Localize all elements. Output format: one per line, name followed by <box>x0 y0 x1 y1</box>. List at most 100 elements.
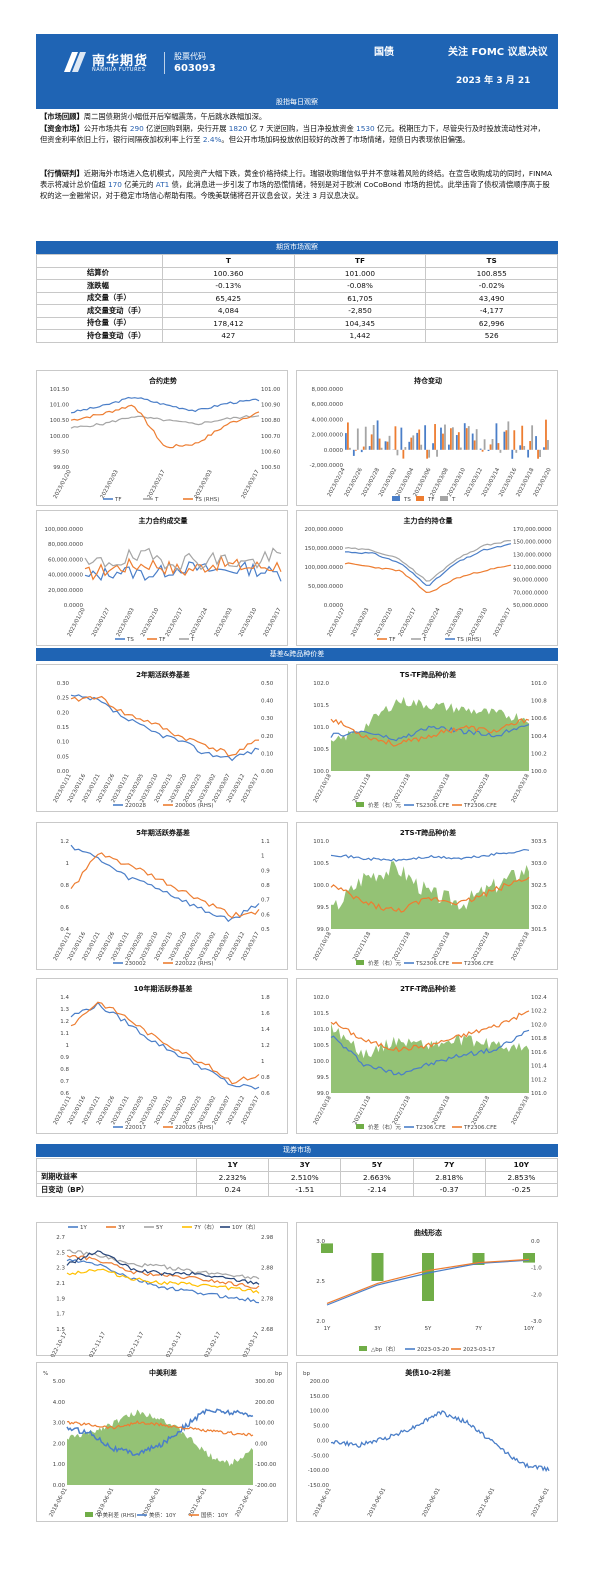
x-tick: 2023/01/18 <box>431 773 451 804</box>
legend-entry: 中美利差 (RHS) <box>97 1511 137 1519</box>
x-tick: 2022-11-17 <box>87 1331 108 1357</box>
y-tick-left: 0.9 <box>60 1055 69 1061</box>
funding-text: 公开市场共有 <box>83 124 128 133</box>
table-cell: -0.08% <box>293 279 427 293</box>
x-tick: 2023/02/10 <box>374 607 394 638</box>
table-cell: 62,996 <box>425 316 558 330</box>
y-tick-left: -100.00 <box>308 1468 330 1474</box>
y-tick-right: 1 <box>261 1059 265 1065</box>
y-tick-right: 102.0 <box>531 1022 547 1028</box>
bar <box>384 441 387 450</box>
bar <box>527 449 530 458</box>
y-tick-left: 0.0000 <box>324 603 344 609</box>
y-tick-right: 0.40 <box>261 699 274 705</box>
funding-text: 亿逆回购到期，央行开展 <box>146 124 227 133</box>
x-tick: 2022-12-17 <box>125 1331 146 1357</box>
y-tick-right: -3.0 <box>531 1319 542 1325</box>
y-tick-right: 1.8 <box>261 995 270 1001</box>
legend-entry: 2023-03-17 <box>463 1347 495 1353</box>
chart-2y-basis: 2年期活跃券基差 0.30 0.25 0.20 0.15 0.10 0.05 0.00 0.50… <box>53 670 274 809</box>
table-cell: 4,084 <box>162 304 295 318</box>
x-tick: 2023/02/10 <box>140 607 160 638</box>
section-title-basis: 基差&跨品种价差 <box>36 648 558 661</box>
chart-title: 合约走势 <box>148 376 177 385</box>
x-tick: 2023/03/10 <box>238 607 258 638</box>
y-tick-left: 2.3 <box>56 1266 65 1272</box>
y-tick-right: 110,000.0000 <box>513 565 552 571</box>
bar <box>495 423 498 450</box>
y-tick-left: 0.00 <box>53 1483 66 1489</box>
chart-panel-c7: 5年期活跃券基差 1.2 1 0.8 0.6 0.4 1.1 1 0.9 0.8 0.7 0.6 0.5… <box>36 822 288 970</box>
chart-10y-basis: 10年期活跃券基差 1.4 1.3 1.2 1.1 1 0.9 0.8 0.7 0.6 1.8 1.6… <box>53 984 271 1131</box>
chart-5y-basis: 5年期活跃券基差 1.2 1 0.8 0.6 0.4 1.1 1 0.9 0.8 0.7 0.6 0.5… <box>53 828 271 967</box>
table-cell: -0.37 <box>412 1183 486 1197</box>
y-tick-left: 100,000.0000 <box>45 527 84 533</box>
bar <box>471 433 474 450</box>
legend-swatch <box>440 496 448 501</box>
bar <box>400 427 403 450</box>
chart-panel-c9: 10年期活跃券基差 1.4 1.3 1.2 1.1 1 0.9 0.8 0.7 0.6 1.8 1.6… <box>36 978 288 1134</box>
legend-entry: TF <box>114 497 122 503</box>
x-tick: 2023/01/27 <box>91 607 111 638</box>
y-tick-left: 100.0 <box>313 1059 329 1065</box>
bar <box>386 441 389 450</box>
legend-entry: 美债：10Y <box>149 1511 176 1519</box>
y-tick-right: 1.2 <box>261 1043 270 1049</box>
series-line-0 <box>330 724 530 742</box>
legend-entry: TS2306.CFE <box>415 803 450 809</box>
row-label: 持仓量（手） <box>36 316 163 330</box>
legend-entry: T <box>451 497 456 503</box>
x-tick: 2023/02/18 <box>471 931 491 962</box>
legend-entry: 220028 <box>125 803 146 809</box>
bar <box>422 1253 434 1301</box>
series-line-0 <box>66 1408 254 1456</box>
y-tick-left: 2,000.0000 <box>312 433 344 439</box>
y-tick-right: 303.5 <box>531 839 547 845</box>
series-line-0 <box>330 1410 550 1473</box>
y-tick-right: 100.80 <box>261 418 281 424</box>
legend-swatch <box>392 496 400 501</box>
bar <box>459 447 462 450</box>
series-line-0 <box>70 1001 260 1090</box>
table-row: 日变动（BP） 0.24 -1.51 -2.14 -0.37 -0.25 <box>36 1183 559 1197</box>
table-corner <box>36 254 163 268</box>
y-tick-left: 0.00 <box>57 769 70 775</box>
y-tick-left: 100.0 <box>313 883 329 889</box>
y-tick-left: 3.00 <box>53 1421 66 1427</box>
y-tick-right: 100.50 <box>261 465 281 471</box>
y-tick-left: 0.00 <box>317 1438 330 1444</box>
chart-title: 5年期活跃券基差 <box>136 828 190 837</box>
table-cell: -0.02% <box>425 279 558 293</box>
y-tick-right: 0.8 <box>261 883 270 889</box>
chart-panel-c10: 2TF-T跨品种价差 102.0 101.5 101.0 100.5 100.0 99.5 9… <box>296 978 558 1134</box>
legend-entry: TS2306.CFE <box>415 961 450 967</box>
funding-text: 。但公开市场加码投放依旧较好的改善了市场情绪，短债日内表现依旧偏强。 <box>221 135 470 144</box>
y-tick-left: 2.5 <box>316 1279 325 1285</box>
legend-entry: 5Y <box>156 1225 163 1231</box>
row-label: 持仓量变动（手） <box>36 329 163 343</box>
research-value: AT1 <box>155 180 170 189</box>
y-tick-right: 302.0 <box>531 905 547 911</box>
y-tick-left: 1.7 <box>56 1312 65 1318</box>
table-cell: 1,442 <box>293 329 427 343</box>
x-tick: 2023-01-17 <box>164 1331 185 1357</box>
report-header: 南华期货 NANHUA FUTURES 股票代码 603093 国债 关注 FO… <box>36 34 558 96</box>
table-row: 成交量（手） 65,425 61,705 43,490 <box>36 291 558 305</box>
y-tick-right: 170,000.0000 <box>513 527 552 533</box>
spread-area <box>331 1022 529 1093</box>
series-line-1 <box>330 718 530 747</box>
bar <box>455 435 458 450</box>
series-line-2 <box>70 404 260 449</box>
bar <box>523 1253 535 1263</box>
table-cell: 2.232% <box>195 1170 270 1184</box>
table-cell: -4,177 <box>425 304 558 318</box>
x-tick: 2023/02/03 <box>116 607 136 638</box>
bar <box>376 420 379 450</box>
chart-panel-c14: 美债10-2利差 bp 200.00 150.00 100.00 50.00 0.00 -50… <box>296 1362 558 1522</box>
y-tick-left: 100.00 <box>50 434 70 440</box>
y-tick-right: 2.88 <box>261 1266 274 1272</box>
y-tick-left: 150,000.0000 <box>305 546 344 552</box>
y-tick-right: -1.0 <box>531 1266 542 1272</box>
bar <box>503 431 506 450</box>
y-tick-left: 99.0 <box>317 927 330 933</box>
